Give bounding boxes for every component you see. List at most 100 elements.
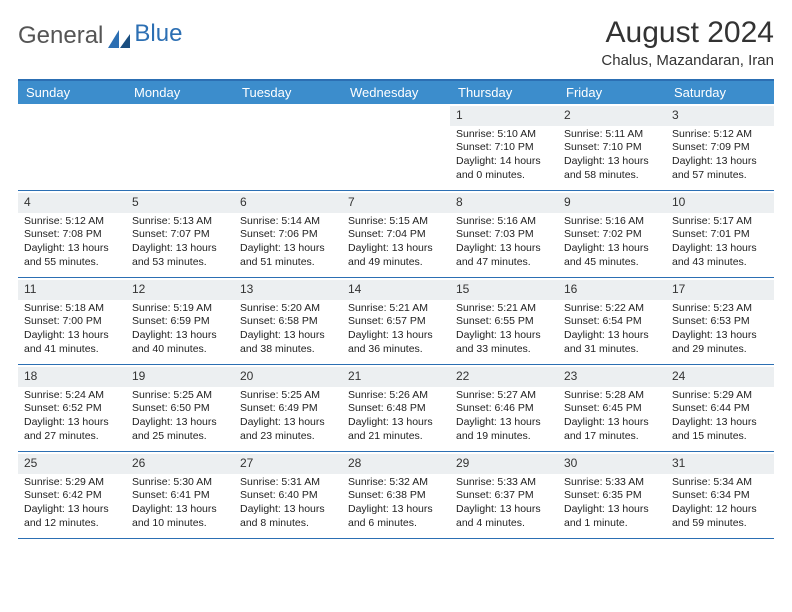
calendar-day-cell: 10Sunrise: 5:17 AM Sunset: 7:01 PM Dayli… [666, 191, 774, 277]
calendar-day-cell [126, 104, 234, 190]
day-number: 16 [558, 280, 666, 300]
day-number: 5 [126, 193, 234, 213]
weeks-container: 1Sunrise: 5:10 AM Sunset: 7:10 PM Daylig… [18, 104, 774, 539]
weekday-label: Saturday [666, 81, 774, 104]
day-number: 20 [234, 367, 342, 387]
day-number: 22 [450, 367, 558, 387]
day-number: 19 [126, 367, 234, 387]
calendar-day-cell: 4Sunrise: 5:12 AM Sunset: 7:08 PM Daylig… [18, 191, 126, 277]
day-info: Sunrise: 5:21 AM Sunset: 6:55 PM Dayligh… [456, 302, 552, 357]
day-info: Sunrise: 5:20 AM Sunset: 6:58 PM Dayligh… [240, 302, 336, 357]
day-info: Sunrise: 5:26 AM Sunset: 6:48 PM Dayligh… [348, 389, 444, 444]
calendar-day-cell: 2Sunrise: 5:11 AM Sunset: 7:10 PM Daylig… [558, 104, 666, 190]
calendar-day-cell: 19Sunrise: 5:25 AM Sunset: 6:50 PM Dayli… [126, 365, 234, 451]
calendar-day-cell: 11Sunrise: 5:18 AM Sunset: 7:00 PM Dayli… [18, 278, 126, 364]
day-info: Sunrise: 5:14 AM Sunset: 7:06 PM Dayligh… [240, 215, 336, 270]
day-info: Sunrise: 5:16 AM Sunset: 7:02 PM Dayligh… [564, 215, 660, 270]
day-number: 9 [558, 193, 666, 213]
day-number: 3 [666, 106, 774, 126]
day-info: Sunrise: 5:12 AM Sunset: 7:09 PM Dayligh… [672, 128, 768, 183]
weekday-label: Friday [558, 81, 666, 104]
day-number: 25 [18, 454, 126, 474]
weekday-header: Sunday Monday Tuesday Wednesday Thursday… [18, 81, 774, 104]
day-number: 26 [126, 454, 234, 474]
day-info: Sunrise: 5:19 AM Sunset: 6:59 PM Dayligh… [132, 302, 228, 357]
day-number: 8 [450, 193, 558, 213]
weekday-label: Thursday [450, 81, 558, 104]
day-info: Sunrise: 5:17 AM Sunset: 7:01 PM Dayligh… [672, 215, 768, 270]
day-number: 17 [666, 280, 774, 300]
location-subtitle: Chalus, Mazandaran, Iran [601, 52, 774, 69]
calendar-day-cell: 15Sunrise: 5:21 AM Sunset: 6:55 PM Dayli… [450, 278, 558, 364]
day-number: 4 [18, 193, 126, 213]
calendar-day-cell: 14Sunrise: 5:21 AM Sunset: 6:57 PM Dayli… [342, 278, 450, 364]
day-info: Sunrise: 5:29 AM Sunset: 6:42 PM Dayligh… [24, 476, 120, 531]
sail-icon [108, 27, 130, 45]
brand-part1: General [18, 22, 103, 50]
day-info: Sunrise: 5:12 AM Sunset: 7:08 PM Dayligh… [24, 215, 120, 270]
calendar-day-cell: 26Sunrise: 5:30 AM Sunset: 6:41 PM Dayli… [126, 452, 234, 538]
page-title: August 2024 [601, 16, 774, 50]
calendar-day-cell [18, 104, 126, 190]
day-info: Sunrise: 5:24 AM Sunset: 6:52 PM Dayligh… [24, 389, 120, 444]
day-info: Sunrise: 5:34 AM Sunset: 6:34 PM Dayligh… [672, 476, 768, 531]
day-info: Sunrise: 5:33 AM Sunset: 6:35 PM Dayligh… [564, 476, 660, 531]
calendar-week: 11Sunrise: 5:18 AM Sunset: 7:00 PM Dayli… [18, 278, 774, 365]
calendar-day-cell: 7Sunrise: 5:15 AM Sunset: 7:04 PM Daylig… [342, 191, 450, 277]
calendar-day-cell: 20Sunrise: 5:25 AM Sunset: 6:49 PM Dayli… [234, 365, 342, 451]
day-info: Sunrise: 5:30 AM Sunset: 6:41 PM Dayligh… [132, 476, 228, 531]
calendar-day-cell: 30Sunrise: 5:33 AM Sunset: 6:35 PM Dayli… [558, 452, 666, 538]
day-number: 12 [126, 280, 234, 300]
day-info: Sunrise: 5:15 AM Sunset: 7:04 PM Dayligh… [348, 215, 444, 270]
weekday-label: Monday [126, 81, 234, 104]
day-number: 18 [18, 367, 126, 387]
weekday-label: Sunday [18, 81, 126, 104]
weekday-label: Tuesday [234, 81, 342, 104]
calendar-day-cell: 13Sunrise: 5:20 AM Sunset: 6:58 PM Dayli… [234, 278, 342, 364]
weekday-label: Wednesday [342, 81, 450, 104]
day-number: 13 [234, 280, 342, 300]
day-info: Sunrise: 5:11 AM Sunset: 7:10 PM Dayligh… [564, 128, 660, 183]
calendar-day-cell: 27Sunrise: 5:31 AM Sunset: 6:40 PM Dayli… [234, 452, 342, 538]
calendar-day-cell: 24Sunrise: 5:29 AM Sunset: 6:44 PM Dayli… [666, 365, 774, 451]
header: General Blue August 2024 Chalus, Mazanda… [18, 16, 774, 69]
calendar-day-cell: 5Sunrise: 5:13 AM Sunset: 7:07 PM Daylig… [126, 191, 234, 277]
day-number: 27 [234, 454, 342, 474]
brand-part2: Blue [134, 20, 182, 48]
day-number: 1 [450, 106, 558, 126]
day-number: 30 [558, 454, 666, 474]
day-info: Sunrise: 5:18 AM Sunset: 7:00 PM Dayligh… [24, 302, 120, 357]
calendar-week: 18Sunrise: 5:24 AM Sunset: 6:52 PM Dayli… [18, 365, 774, 452]
day-number: 11 [18, 280, 126, 300]
calendar-week: 4Sunrise: 5:12 AM Sunset: 7:08 PM Daylig… [18, 191, 774, 278]
calendar-day-cell: 8Sunrise: 5:16 AM Sunset: 7:03 PM Daylig… [450, 191, 558, 277]
calendar-day-cell: 21Sunrise: 5:26 AM Sunset: 6:48 PM Dayli… [342, 365, 450, 451]
day-info: Sunrise: 5:33 AM Sunset: 6:37 PM Dayligh… [456, 476, 552, 531]
calendar-day-cell: 31Sunrise: 5:34 AM Sunset: 6:34 PM Dayli… [666, 452, 774, 538]
day-info: Sunrise: 5:29 AM Sunset: 6:44 PM Dayligh… [672, 389, 768, 444]
calendar-day-cell: 9Sunrise: 5:16 AM Sunset: 7:02 PM Daylig… [558, 191, 666, 277]
day-number: 14 [342, 280, 450, 300]
day-number: 2 [558, 106, 666, 126]
day-number: 10 [666, 193, 774, 213]
calendar-day-cell: 28Sunrise: 5:32 AM Sunset: 6:38 PM Dayli… [342, 452, 450, 538]
calendar-day-cell: 22Sunrise: 5:27 AM Sunset: 6:46 PM Dayli… [450, 365, 558, 451]
calendar-day-cell: 18Sunrise: 5:24 AM Sunset: 6:52 PM Dayli… [18, 365, 126, 451]
day-info: Sunrise: 5:25 AM Sunset: 6:50 PM Dayligh… [132, 389, 228, 444]
brand-logo: General Blue [18, 16, 182, 50]
day-number: 6 [234, 193, 342, 213]
calendar-day-cell [234, 104, 342, 190]
day-info: Sunrise: 5:22 AM Sunset: 6:54 PM Dayligh… [564, 302, 660, 357]
calendar-day-cell: 12Sunrise: 5:19 AM Sunset: 6:59 PM Dayli… [126, 278, 234, 364]
calendar-day-cell: 6Sunrise: 5:14 AM Sunset: 7:06 PM Daylig… [234, 191, 342, 277]
day-number: 28 [342, 454, 450, 474]
calendar-day-cell: 23Sunrise: 5:28 AM Sunset: 6:45 PM Dayli… [558, 365, 666, 451]
day-info: Sunrise: 5:32 AM Sunset: 6:38 PM Dayligh… [348, 476, 444, 531]
day-info: Sunrise: 5:27 AM Sunset: 6:46 PM Dayligh… [456, 389, 552, 444]
day-number: 24 [666, 367, 774, 387]
title-block: August 2024 Chalus, Mazandaran, Iran [601, 16, 774, 69]
day-info: Sunrise: 5:23 AM Sunset: 6:53 PM Dayligh… [672, 302, 768, 357]
day-info: Sunrise: 5:28 AM Sunset: 6:45 PM Dayligh… [564, 389, 660, 444]
day-info: Sunrise: 5:16 AM Sunset: 7:03 PM Dayligh… [456, 215, 552, 270]
day-info: Sunrise: 5:13 AM Sunset: 7:07 PM Dayligh… [132, 215, 228, 270]
